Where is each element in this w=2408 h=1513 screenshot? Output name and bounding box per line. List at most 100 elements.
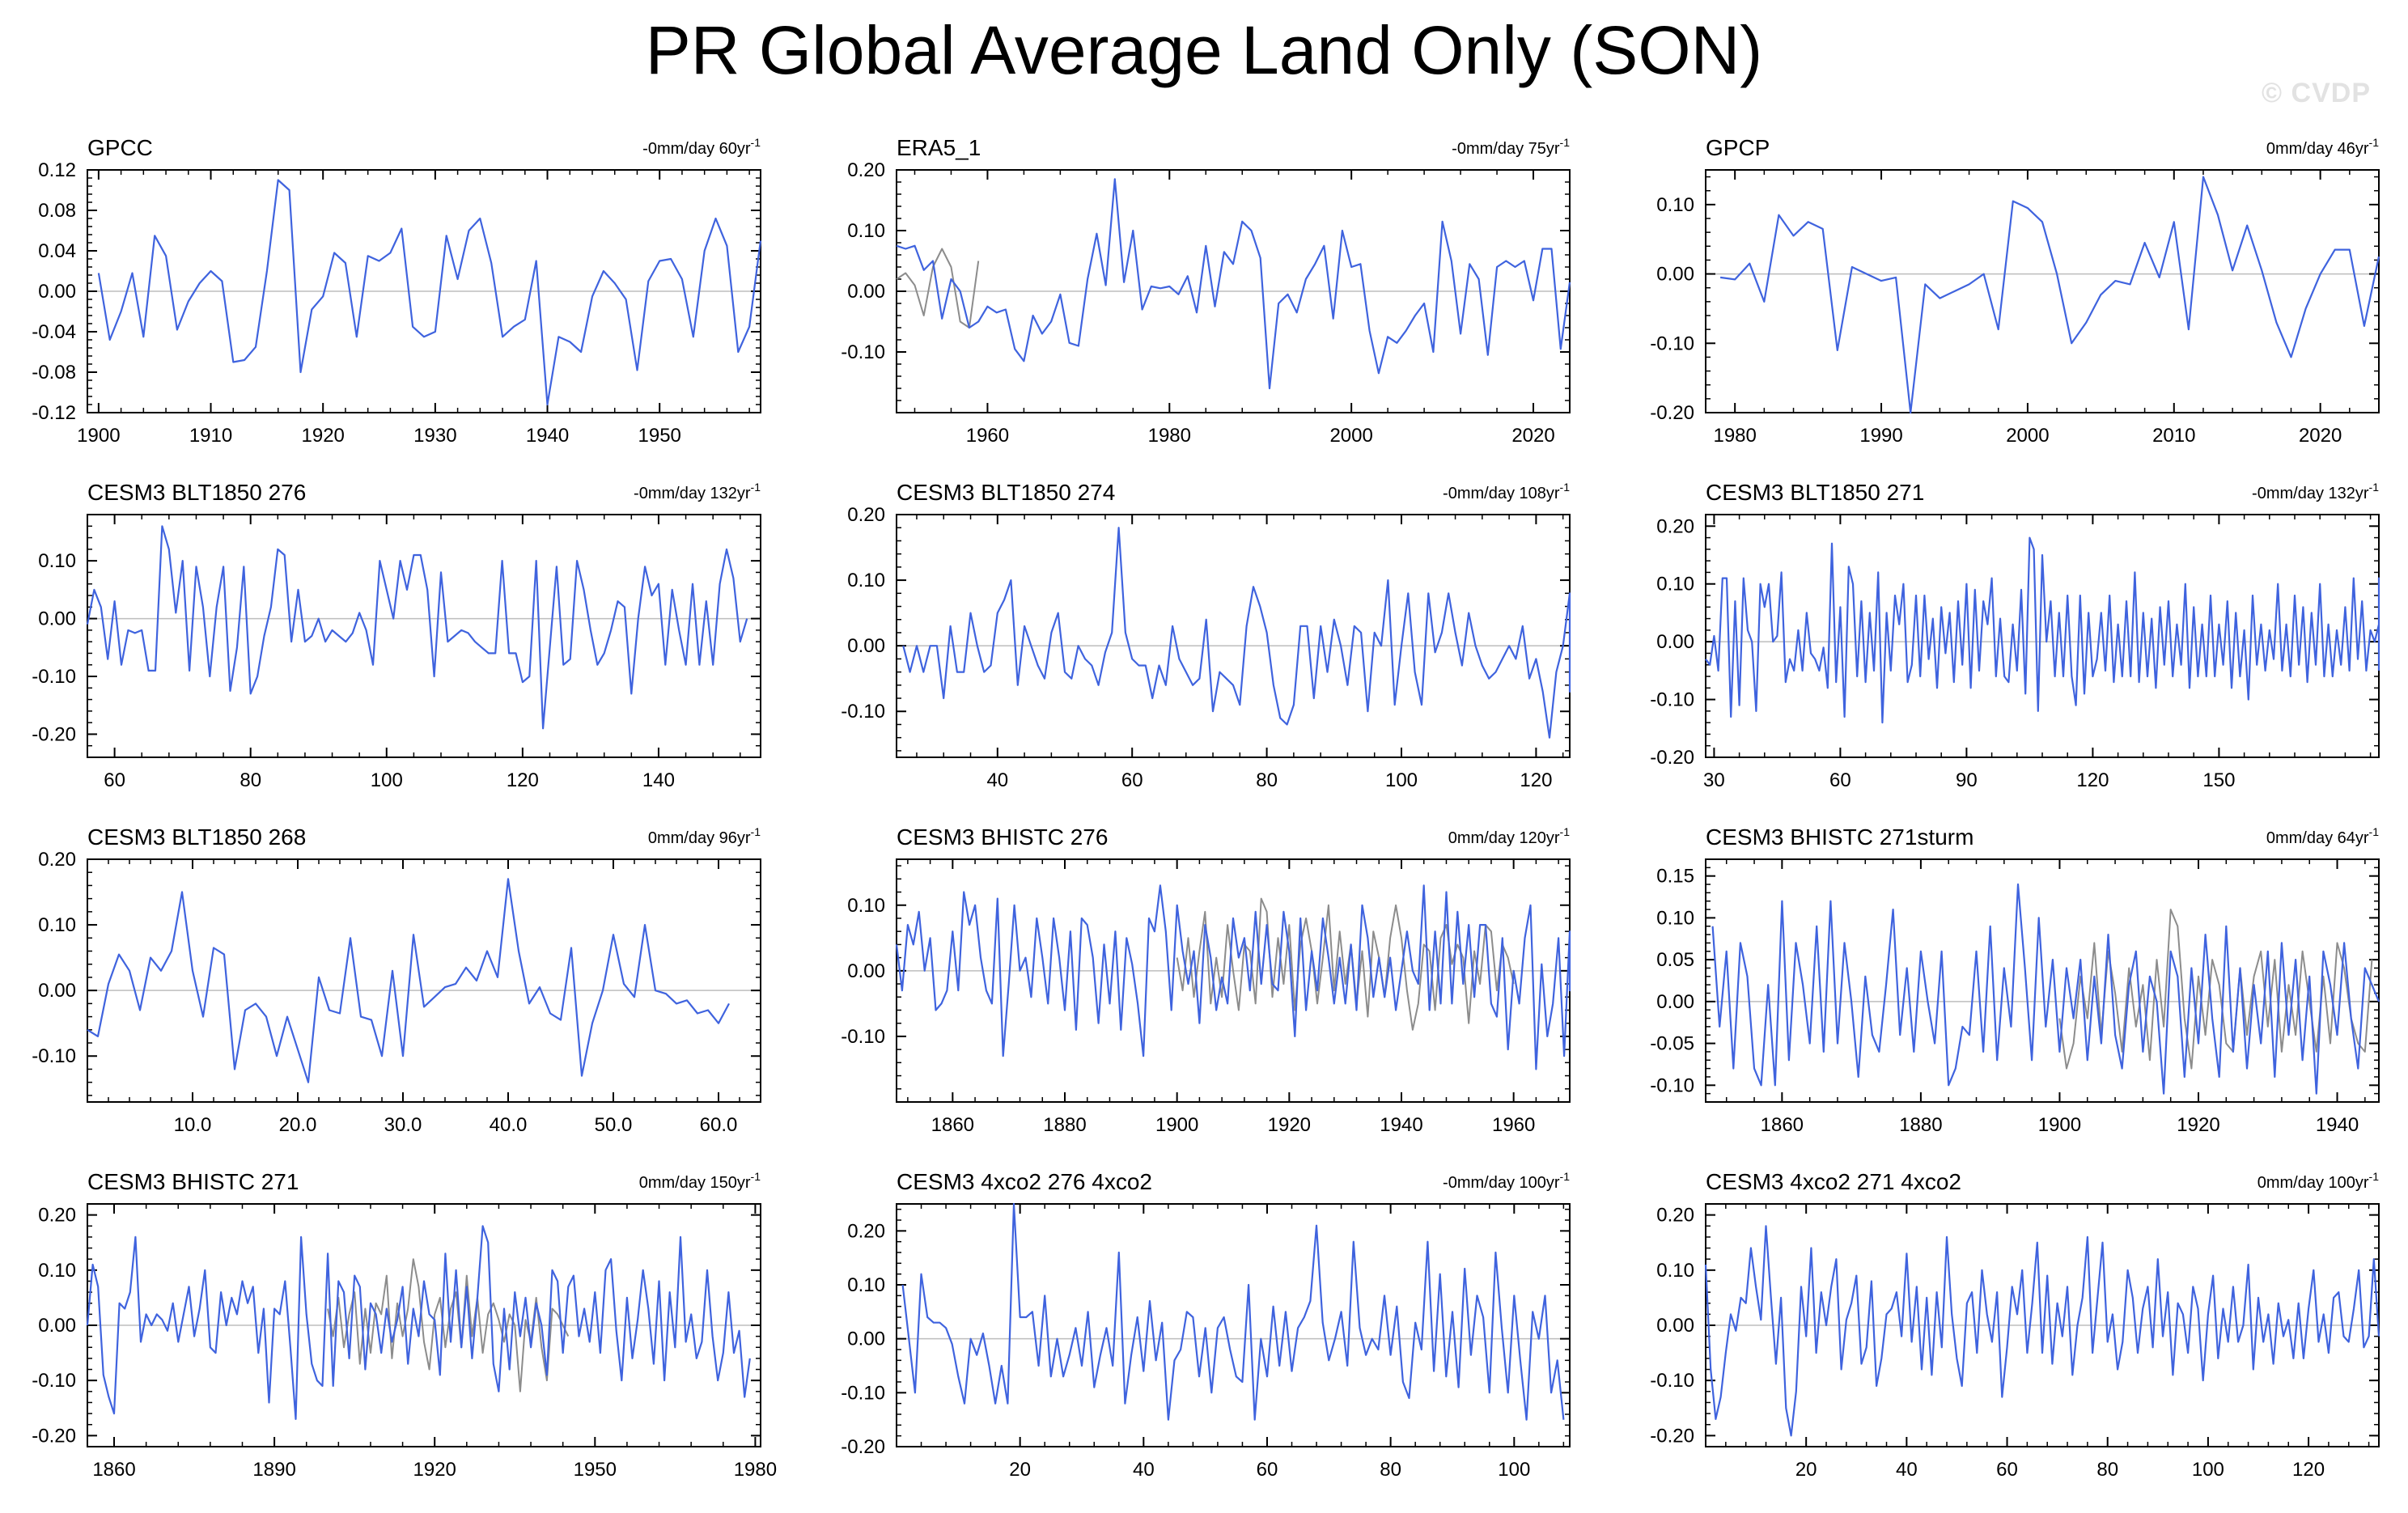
- plot-frame: [87, 514, 761, 758]
- x-tick-label: 2020: [1511, 425, 1554, 447]
- x-tick-label: 60: [1996, 1459, 2018, 1481]
- y-tick-label: 0.20: [847, 159, 885, 181]
- x-tick-label: 1930: [413, 425, 456, 447]
- x-tick-label: 1920: [2177, 1114, 2219, 1136]
- x-tick-label: 80: [240, 769, 261, 791]
- y-tick-label: 0.20: [38, 849, 76, 871]
- series-line: [97, 179, 762, 406]
- series-line: [1704, 1225, 2380, 1437]
- chart-panel: CESM3 BLT1850 276 -0mm/day 132yr-1 60 80 100…: [32, 480, 761, 791]
- y-tick-label: -0.20: [841, 1436, 885, 1458]
- panel-stat: -0mm/day 132yr-1: [634, 481, 761, 502]
- watermark: © CVDP: [2262, 78, 2371, 108]
- y-tick-label: 0.00: [1656, 264, 1694, 286]
- y-tick-label: -0.08: [32, 362, 76, 384]
- y-tick-label: 0.10: [847, 570, 885, 591]
- y-tick-label: -0.12: [32, 402, 76, 424]
- plot-frame: [896, 858, 1571, 1103]
- panel-stat: 0mm/day 150yr-1: [639, 1170, 761, 1192]
- series-line: [896, 178, 1571, 390]
- y-tick-label: 0.00: [38, 1315, 76, 1337]
- y-tick-label: 0.10: [847, 1274, 885, 1296]
- overlay-series-line: [327, 1258, 570, 1392]
- x-tick-label: 100: [1498, 1459, 1530, 1481]
- chart-panel: CESM3 4xco2 271 4xco2 0mm/day 100yr-1 20 40…: [1650, 1169, 2380, 1481]
- x-tick-label: 80: [1256, 769, 1278, 791]
- plot-frame: [1705, 858, 2380, 1103]
- panel-stat: 0mm/day 96yr-1: [648, 825, 761, 847]
- x-tick-label: 1980: [734, 1459, 777, 1481]
- overlay-series-line: [1176, 897, 1515, 1031]
- x-tick-label: 60: [1121, 769, 1143, 791]
- x-tick-label: 1920: [302, 425, 345, 447]
- x-tick-label: 20: [1795, 1459, 1817, 1481]
- x-tick-label: 50.0: [595, 1114, 633, 1136]
- x-tick-label: 1950: [638, 425, 681, 447]
- y-tick-label: 0.10: [1656, 574, 1694, 595]
- y-tick-label: 0.00: [38, 980, 76, 1002]
- overlay-series-line: [896, 248, 980, 328]
- plot-frame: [1705, 169, 2380, 413]
- y-tick-label: 0.10: [847, 220, 885, 242]
- y-tick-label: -0.10: [1650, 689, 1694, 711]
- y-tick-label: 0.00: [1656, 631, 1694, 653]
- x-tick-label: 140: [642, 769, 675, 791]
- x-tick-label: 1940: [526, 425, 569, 447]
- chart-panel: CESM3 BHISTC 276 0mm/day 120yr-1 1860 1880 1…: [841, 824, 1571, 1136]
- panel-stat: 0mm/day 64yr-1: [2266, 825, 2379, 847]
- y-tick-label: -0.10: [1650, 1370, 1694, 1392]
- panel-stat: -0mm/day 75yr-1: [1452, 136, 1570, 158]
- series-line: [1711, 883, 2380, 1095]
- x-tick-label: 1900: [2038, 1114, 2081, 1136]
- x-tick-label: 1910: [189, 425, 232, 447]
- y-tick-label: -0.20: [1650, 1425, 1694, 1447]
- panel-title: CESM3 4xco2 271 4xco2: [1706, 1169, 1961, 1194]
- y-tick-label: -0.10: [1650, 1074, 1694, 1096]
- series-line: [86, 525, 748, 730]
- y-tick-label: -0.10: [32, 1370, 76, 1392]
- panel-title: ERA5_1: [897, 135, 981, 160]
- x-tick-label: 60.0: [700, 1114, 738, 1136]
- y-tick-label: 0.04: [38, 240, 76, 262]
- chart-panel: CESM3 4xco2 276 4xco2 -0mm/day 100yr-1 20 4…: [841, 1169, 1571, 1481]
- x-tick-label: 100: [1385, 769, 1418, 791]
- x-tick-label: 120: [2076, 769, 2109, 791]
- panel-stat: -0mm/day 132yr-1: [2252, 481, 2379, 502]
- panel-title: CESM3 BLT1850 276: [87, 480, 306, 505]
- panel-stat: -0mm/day 100yr-1: [1443, 1170, 1570, 1192]
- y-tick-label: 0.05: [1656, 949, 1694, 971]
- page-title: PR Global Average Land Only (SON): [645, 12, 1763, 88]
- panel-title: CESM3 BLT1850 274: [897, 480, 1115, 505]
- panel-stat: 0mm/day 100yr-1: [2258, 1170, 2380, 1192]
- x-tick-label: 2010: [2152, 425, 2195, 447]
- x-tick-label: 90: [1956, 769, 1978, 791]
- x-tick-label: 100: [2192, 1459, 2224, 1481]
- x-tick-label: 120: [507, 769, 539, 791]
- y-tick-label: 0.10: [38, 914, 76, 936]
- series-line: [87, 878, 730, 1083]
- y-tick-label: 0.10: [38, 1260, 76, 1282]
- x-tick-label: 80: [2096, 1459, 2118, 1481]
- series-line: [1705, 536, 2380, 724]
- x-tick-label: 2020: [2299, 425, 2342, 447]
- x-tick-label: 1980: [1713, 425, 1756, 447]
- series-line: [1719, 176, 2380, 414]
- y-tick-label: 0.15: [1656, 866, 1694, 888]
- y-tick-label: 0.10: [1656, 907, 1694, 929]
- chart-panel: CESM3 BLT1850 274 -0mm/day 108yr-1 40 60 80 1…: [841, 480, 1571, 791]
- x-tick-label: 1890: [252, 1459, 295, 1481]
- x-tick-label: 60: [104, 769, 125, 791]
- y-tick-label: 0.00: [847, 281, 885, 303]
- x-tick-label: 1920: [413, 1459, 456, 1481]
- plot-frame: [896, 514, 1571, 758]
- y-tick-label: -0.10: [32, 1045, 76, 1067]
- panel-stat: 0mm/day 46yr-1: [2266, 136, 2379, 158]
- x-tick-label: 1960: [966, 425, 1009, 447]
- y-tick-label: 0.00: [38, 281, 76, 303]
- panel-stat: -0mm/day 60yr-1: [642, 136, 761, 158]
- x-tick-label: 40: [986, 769, 1008, 791]
- x-tick-label: 120: [1520, 769, 1552, 791]
- y-tick-label: 0.20: [1656, 515, 1694, 537]
- y-tick-label: 0.00: [847, 960, 885, 982]
